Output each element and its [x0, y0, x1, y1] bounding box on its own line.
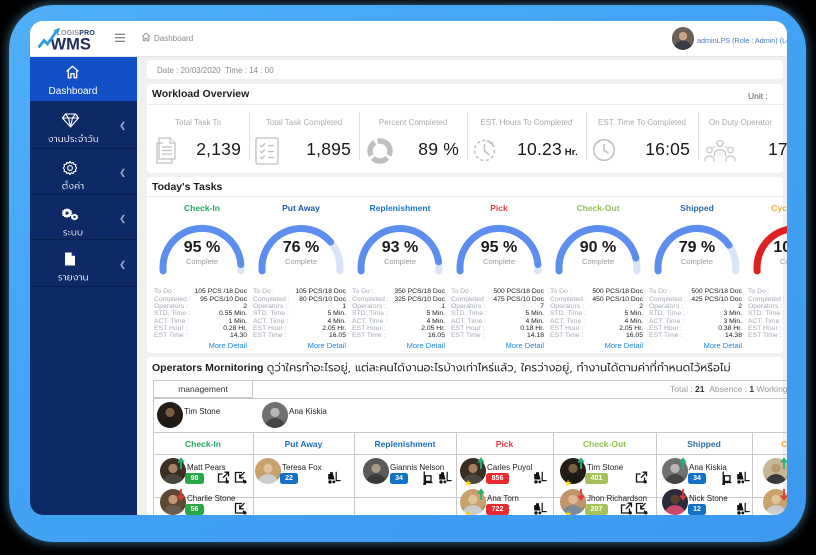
svg-text:LOGISPRO: LOGISPRO	[57, 30, 96, 37]
svg-text:WMS: WMS	[51, 36, 91, 54]
